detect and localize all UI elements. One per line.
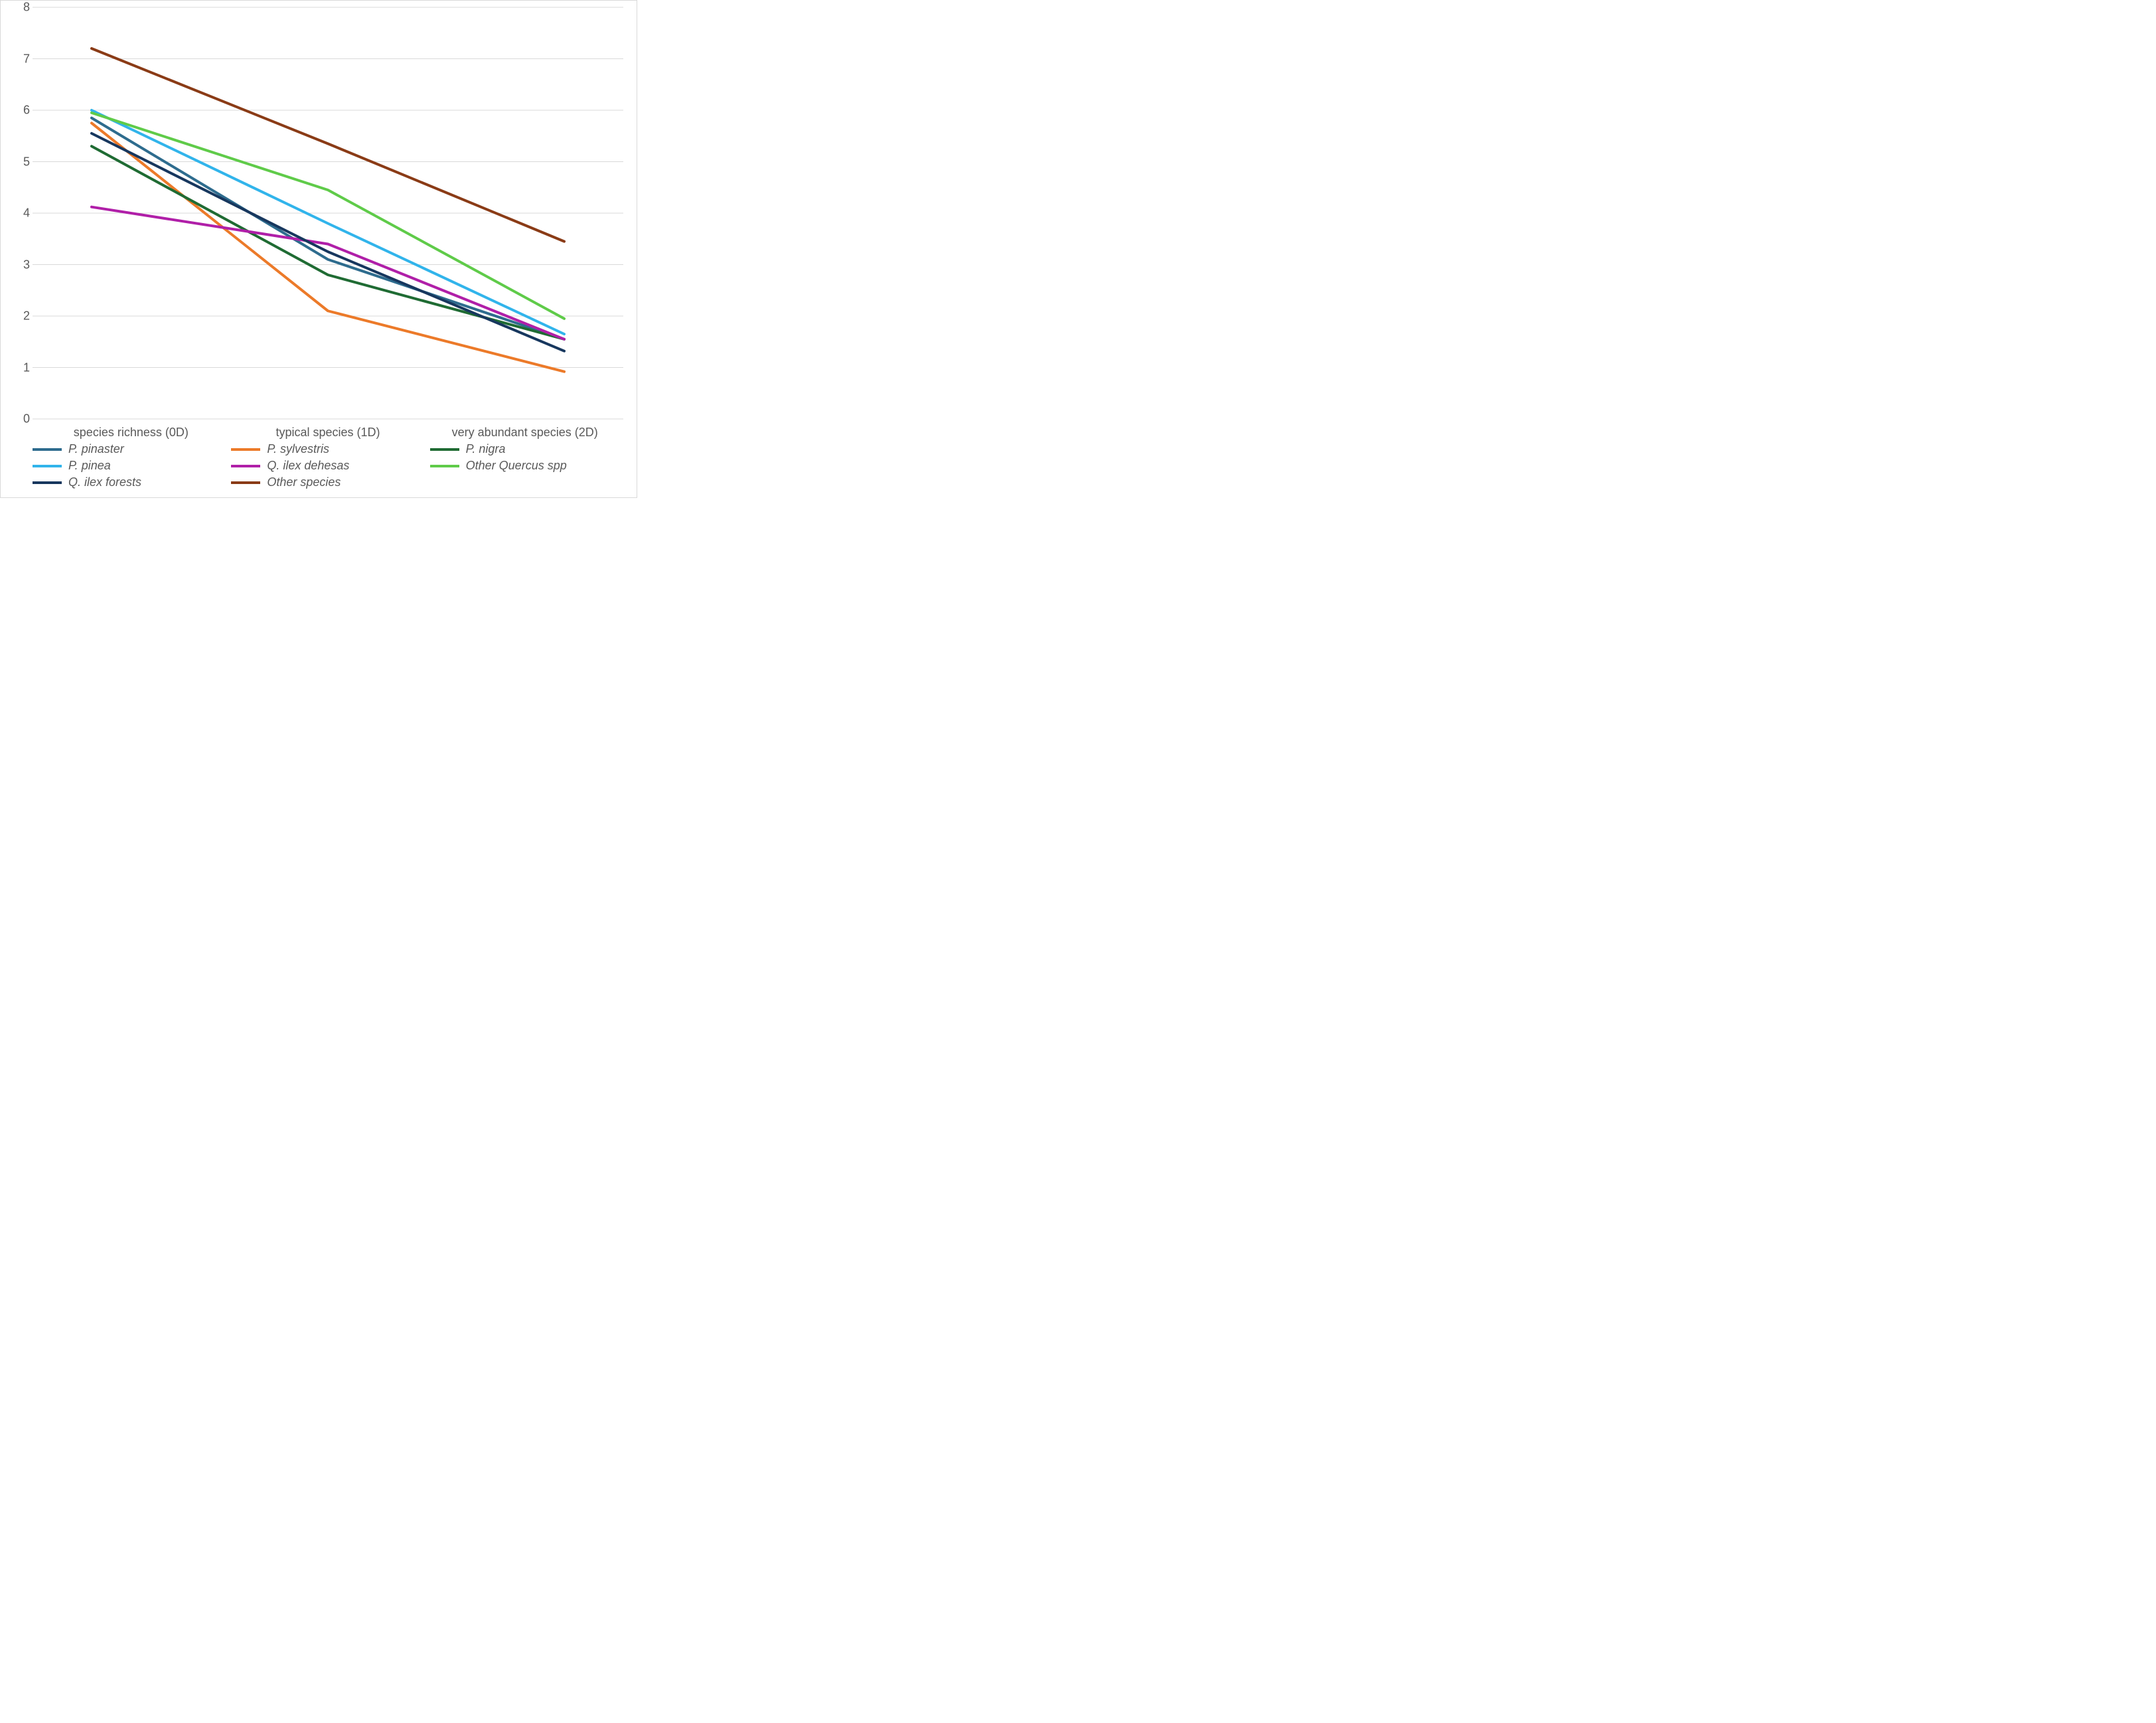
x-tick-label: species richness (0D): [33, 426, 230, 440]
legend-item: Other Quercus spp: [430, 459, 623, 473]
y-tick-label: 2: [10, 309, 30, 323]
x-tick-label: typical species (1D): [230, 426, 427, 440]
legend-swatch: [231, 448, 260, 451]
legend-swatch: [430, 448, 459, 451]
line-chart: 012345678 species richness (0D)typical s…: [0, 0, 637, 498]
legend-swatch: [231, 465, 260, 467]
series-line: [92, 133, 564, 351]
x-tick-label: very abundant species (2D): [426, 426, 623, 440]
legend-label: P. pinea: [68, 459, 111, 473]
y-tick-label: 1: [10, 361, 30, 374]
plot-svg: [33, 7, 623, 419]
y-axis-ticks: 012345678: [10, 7, 30, 419]
legend-label: Other species: [267, 475, 341, 489]
legend-item: Q. ilex dehesas: [231, 459, 424, 473]
legend-swatch: [33, 481, 62, 484]
legend-label: P. sylvestris: [267, 442, 329, 456]
legend-label: Other Quercus spp: [466, 459, 567, 473]
y-tick-label: 8: [10, 1, 30, 15]
y-tick-label: 0: [10, 412, 30, 426]
x-axis-ticks: species richness (0D)typical species (1D…: [33, 426, 623, 440]
legend-label: Q. ilex forests: [68, 475, 141, 489]
plot-area: 012345678: [33, 7, 623, 419]
legend-swatch: [430, 465, 459, 467]
legend-item: P. pinaster: [33, 442, 226, 456]
legend: P. pinaster P. sylvestris P. nigra P. pinea…: [33, 442, 623, 489]
legend-label: P. nigra: [466, 442, 506, 456]
legend-label: P. pinaster: [68, 442, 124, 456]
legend-swatch: [33, 448, 62, 451]
legend-swatch: [231, 481, 260, 484]
y-tick-label: 4: [10, 206, 30, 220]
legend-item: Q. ilex forests: [33, 475, 226, 489]
legend-label: Q. ilex dehesas: [267, 459, 349, 473]
y-tick-label: 5: [10, 155, 30, 169]
legend-swatch: [33, 465, 62, 467]
series-line: [92, 118, 564, 339]
y-tick-label: 6: [10, 104, 30, 118]
y-tick-label: 3: [10, 258, 30, 272]
legend-item: P. nigra: [430, 442, 623, 456]
legend-item: Other species: [231, 475, 424, 489]
y-tick-label: 7: [10, 52, 30, 66]
legend-item: P. pinea: [33, 459, 226, 473]
legend-item: P. sylvestris: [231, 442, 424, 456]
